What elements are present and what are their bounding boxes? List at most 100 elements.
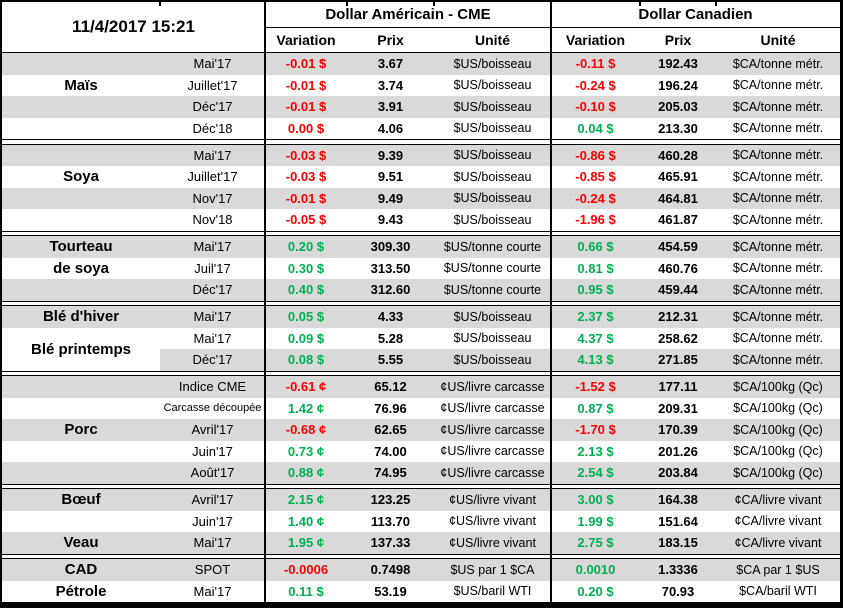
usd-variation-text: 1.95 ¢ bbox=[287, 535, 325, 551]
cad-variation-text: 2.54 $ bbox=[577, 465, 614, 481]
usd-unit-text: ¢US/livre carcasse bbox=[440, 401, 545, 416]
usd-variation: -0.03 $ bbox=[265, 145, 347, 167]
usd-unit: $US/boisseau bbox=[434, 53, 551, 75]
cad-unit: $CA/tonne métr. bbox=[716, 96, 840, 118]
contract-label: Mai'17 bbox=[160, 532, 265, 554]
cad-unit-text: $CA/100kg (Qc) bbox=[733, 401, 823, 416]
usd-unit-text: $US/boisseau bbox=[453, 212, 532, 227]
usd-variation-text: -0.01 $ bbox=[285, 190, 327, 206]
contract-label: Juillet'17 bbox=[160, 75, 265, 97]
contract-label-text: Juin'17 bbox=[192, 513, 233, 529]
cad-variation-text: 0.81 $ bbox=[577, 260, 614, 276]
cad-variation-text: 0.04 $ bbox=[577, 120, 614, 136]
contract-label: Avril'17 bbox=[160, 489, 265, 511]
usd-price: 62.65 bbox=[347, 419, 434, 441]
cad-variation: 4.13 $ bbox=[551, 349, 640, 371]
cad-unit-text: $CA/tonne métr. bbox=[732, 78, 824, 93]
usd-variation-text: 2.15 ¢ bbox=[287, 492, 325, 508]
table-row: Carcasse découpée 1.42 ¢ 76.96 ¢US/livre ca… bbox=[2, 397, 840, 420]
table-row: Bœuf Avril'17 2.15 ¢ 123.25 ¢US/livre vivant… bbox=[2, 489, 840, 511]
usd-variation: -0.05 $ bbox=[265, 209, 347, 231]
cad-variation-header: Variation bbox=[565, 32, 626, 48]
cad-price: 258.62 bbox=[640, 328, 716, 350]
cad-variation: 0.66 $ bbox=[551, 236, 640, 258]
usd-variation-text: -0.61 ¢ bbox=[285, 379, 327, 395]
table-row: Porc Avril'17 -0.68 ¢ 62.65 ¢US/livre carcas… bbox=[2, 419, 840, 441]
contract-label-text: Juil'17 bbox=[194, 260, 231, 276]
table-row: Veau Mai'17 1.95 ¢ 137.33 ¢US/livre vivant 2.… bbox=[2, 532, 840, 554]
usd-variation-text: 0.88 ¢ bbox=[287, 465, 325, 481]
usd-price: 113.70 bbox=[347, 511, 434, 533]
contract-label-text: Mai'17 bbox=[193, 239, 232, 255]
commodity-label: Veau bbox=[2, 532, 160, 554]
contract-label-text: Mai'17 bbox=[193, 330, 232, 346]
cad-unit-header: Unité bbox=[760, 32, 796, 48]
cad-variation-text: 2.13 $ bbox=[577, 443, 614, 459]
contract-label-text: Mai'17 bbox=[193, 535, 232, 551]
commodity-label-text: Bœuf bbox=[61, 491, 101, 509]
contract-label-text: Août'17 bbox=[190, 465, 235, 481]
table-row: Blé d'hiver Mai'17 0.05 $ 4.33 $US/boisseau 2… bbox=[2, 306, 840, 328]
usd-variation: 0.09 $ bbox=[265, 328, 347, 350]
usd-unit-text: $US/tonne courte bbox=[443, 239, 542, 254]
cad-variation: 2.75 $ bbox=[551, 532, 640, 554]
usd-unit-text: $US/boisseau bbox=[453, 309, 532, 324]
cad-unit: $CA/tonne métr. bbox=[716, 166, 840, 188]
contract-label: Déc'17 bbox=[160, 279, 265, 301]
usd-price: 65.12 bbox=[347, 376, 434, 398]
usd-price-text: 65.12 bbox=[374, 379, 407, 395]
contract-label-text: Mai'17 bbox=[193, 583, 232, 599]
commodity-group-cad-petrole: CAD SPOT -0.0006 0.7498 $US par 1 $CA 0.0010 1… bbox=[2, 559, 840, 602]
cad-unit-text: ¢CA/livre vivant bbox=[734, 492, 822, 507]
contract-label: Mai'17 bbox=[160, 306, 265, 328]
cad-unit-text: $CA/tonne métr. bbox=[732, 148, 824, 163]
contract-label: Juin'17 bbox=[160, 511, 265, 533]
cad-variation: 0.95 $ bbox=[551, 279, 640, 301]
cad-price-text: 183.15 bbox=[658, 535, 698, 551]
usd-unit: $US/boisseau bbox=[434, 75, 551, 97]
commodity-label bbox=[2, 279, 160, 301]
usd-unit-text: $US/boisseau bbox=[453, 56, 532, 71]
usd-price: 74.00 bbox=[347, 441, 434, 463]
cad-price: 460.28 bbox=[640, 145, 716, 167]
usd-price: 9.43 bbox=[347, 209, 434, 231]
contract-label: SPOT bbox=[160, 559, 265, 581]
cad-variation: -1.96 $ bbox=[551, 209, 640, 231]
commodity-group-mais: Mai'17 -0.01 $ 3.67 $US/boisseau -0.11 $ 192.… bbox=[2, 53, 840, 139]
cad-price: 209.31 bbox=[640, 398, 716, 420]
usd-variation-text: 0.30 $ bbox=[287, 260, 325, 276]
cad-price: 164.38 bbox=[640, 489, 716, 511]
usd-price: 76.96 bbox=[347, 398, 434, 420]
usd-unit: $US/boisseau bbox=[434, 306, 551, 328]
cad-variation: 0.81 $ bbox=[551, 258, 640, 280]
usd-unit-text: $US/tonne courte bbox=[443, 261, 542, 276]
cad-variation: -0.85 $ bbox=[551, 166, 640, 188]
usd-section-title: Dollar Américain - CME bbox=[325, 6, 491, 23]
cad-price: 459.44 bbox=[640, 279, 716, 301]
vertical-gridline bbox=[550, 2, 552, 602]
cad-variation-text: -0.86 $ bbox=[575, 147, 616, 163]
cad-unit-text: $CA/tonne métr. bbox=[732, 352, 824, 367]
cad-price: 203.84 bbox=[640, 462, 716, 484]
cad-price: 461.87 bbox=[640, 209, 716, 231]
cad-variation-text: 2.75 $ bbox=[577, 535, 614, 551]
usd-variation-text: 0.40 $ bbox=[287, 282, 325, 298]
usd-unit: $US/boisseau bbox=[434, 209, 551, 231]
cad-unit: $CA/tonne métr. bbox=[716, 209, 840, 231]
usd-variation-text: -0.68 ¢ bbox=[285, 422, 327, 438]
contract-label-text: Juillet'17 bbox=[187, 169, 238, 185]
usd-variation: 0.20 $ bbox=[265, 236, 347, 258]
usd-variation: 2.15 ¢ bbox=[265, 489, 347, 511]
cad-price-text: 258.62 bbox=[658, 330, 698, 346]
cad-section-title: Dollar Canadien bbox=[638, 6, 753, 23]
table-row: Déc'17 0.08 $ 5.55 $US/boisseau 4.13 $ 271.85… bbox=[2, 349, 840, 371]
usd-unit-text: $US/baril WTI bbox=[453, 584, 532, 599]
contract-label: Déc'18 bbox=[160, 118, 265, 140]
contract-label: Mai'17 bbox=[160, 236, 265, 258]
usd-variation: 0.73 ¢ bbox=[265, 441, 347, 463]
cad-unit-text: $CA par 1 $US bbox=[736, 562, 820, 577]
usd-price-text: 5.55 bbox=[377, 352, 404, 368]
cad-unit-text: $CA/tonne métr. bbox=[732, 331, 824, 346]
cad-price: 212.31 bbox=[640, 306, 716, 328]
contract-label: Déc'17 bbox=[160, 349, 265, 371]
